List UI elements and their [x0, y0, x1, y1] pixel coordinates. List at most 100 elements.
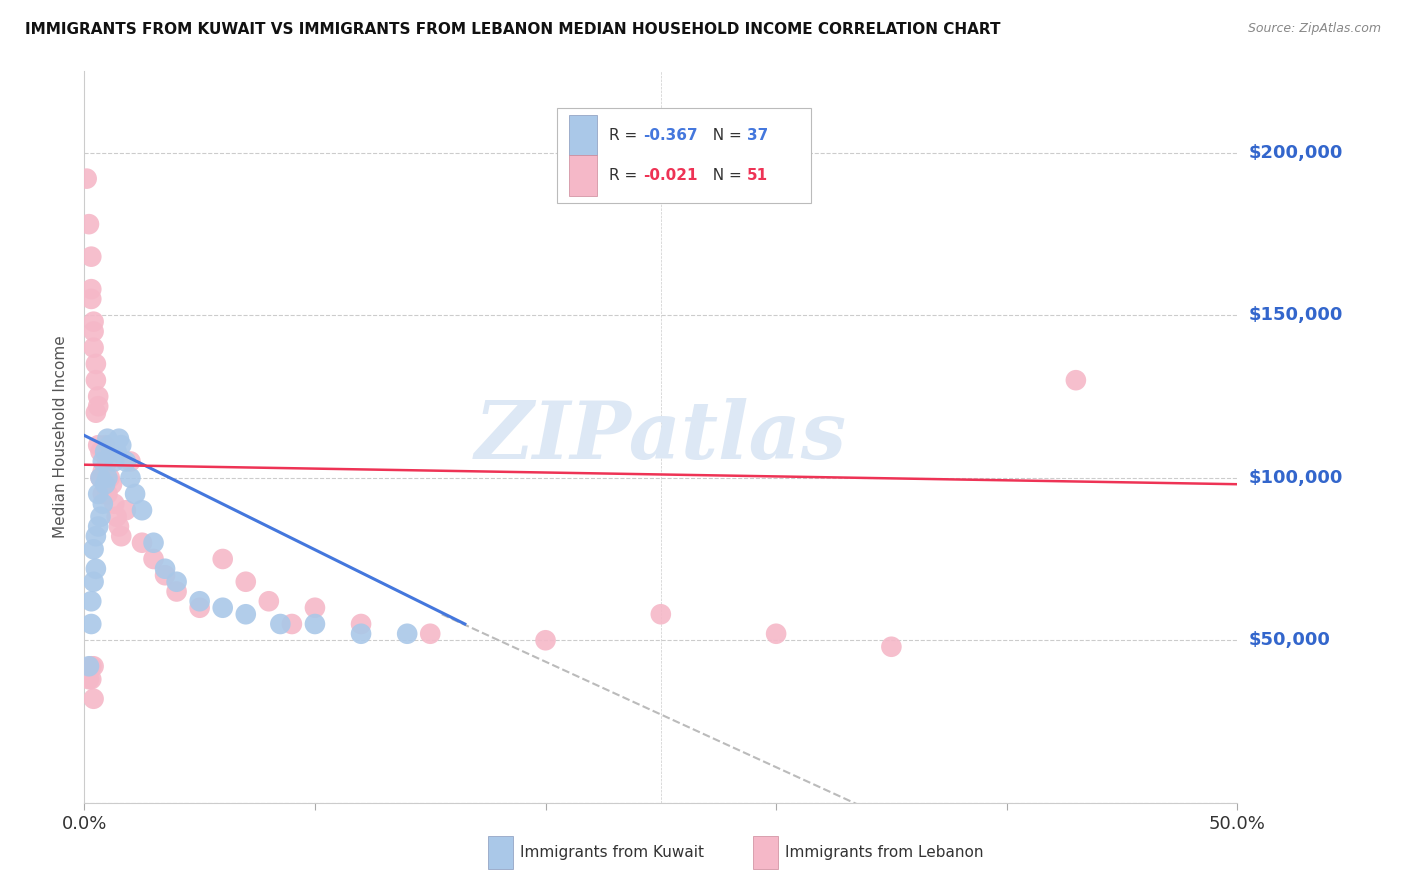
Point — [142, 552, 165, 566]
Bar — [488, 836, 513, 869]
Point — [84, 357, 107, 371]
Point — [83, 659, 105, 673]
Point — [89, 444, 111, 458]
Point — [650, 607, 672, 622]
Point — [94, 477, 117, 491]
Point — [166, 584, 188, 599]
Text: -0.367: -0.367 — [644, 128, 699, 143]
Point — [765, 626, 787, 640]
Point — [350, 626, 373, 640]
Point — [120, 471, 142, 485]
Point — [98, 471, 121, 485]
Point — [235, 607, 257, 622]
Point — [80, 292, 103, 306]
Bar — [568, 155, 598, 195]
Text: IMMIGRANTS FROM KUWAIT VS IMMIGRANTS FROM LEBANON MEDIAN HOUSEHOLD INCOME CORREL: IMMIGRANTS FROM KUWAIT VS IMMIGRANTS FRO… — [25, 22, 1001, 37]
Point — [83, 325, 105, 339]
Text: Immigrants from Kuwait: Immigrants from Kuwait — [520, 845, 704, 860]
Point — [211, 600, 233, 615]
Point — [84, 373, 107, 387]
Point — [89, 471, 111, 485]
Point — [304, 600, 326, 615]
Point — [534, 633, 557, 648]
Point — [87, 399, 110, 413]
Point — [166, 574, 188, 589]
Text: $200,000: $200,000 — [1249, 144, 1343, 161]
Point — [350, 617, 373, 632]
Point — [131, 503, 153, 517]
Point — [80, 282, 103, 296]
Point — [108, 432, 131, 446]
Point — [84, 406, 107, 420]
Point — [235, 574, 257, 589]
Point — [84, 529, 107, 543]
Point — [124, 487, 146, 501]
Point — [142, 535, 165, 549]
Text: R =: R = — [609, 168, 643, 183]
Point — [1064, 373, 1087, 387]
Text: -0.021: -0.021 — [644, 168, 697, 183]
Point — [77, 217, 100, 231]
Point — [96, 487, 118, 501]
Text: Source: ZipAtlas.com: Source: ZipAtlas.com — [1247, 22, 1381, 36]
Point — [120, 454, 142, 468]
Point — [131, 535, 153, 549]
Point — [188, 594, 211, 608]
Text: ZIPatlas: ZIPatlas — [475, 399, 846, 475]
Point — [87, 389, 110, 403]
Point — [115, 454, 138, 468]
Point — [96, 454, 118, 468]
Point — [80, 659, 103, 673]
Point — [77, 659, 100, 673]
Point — [304, 617, 326, 632]
Point — [101, 444, 124, 458]
Text: 37: 37 — [748, 128, 769, 143]
Point — [91, 487, 114, 501]
Point — [91, 454, 114, 468]
Point — [115, 503, 138, 517]
Point — [83, 542, 105, 557]
Point — [153, 562, 176, 576]
Text: N =: N = — [703, 128, 747, 143]
Point — [87, 519, 110, 533]
Point — [110, 529, 132, 543]
Point — [83, 315, 105, 329]
Point — [281, 617, 304, 632]
Point — [76, 171, 98, 186]
Point — [211, 552, 233, 566]
Point — [153, 568, 176, 582]
Text: R =: R = — [609, 128, 643, 143]
Point — [89, 509, 111, 524]
Point — [91, 464, 114, 478]
Point — [396, 626, 419, 640]
Point — [103, 454, 125, 468]
Point — [83, 691, 105, 706]
Point — [96, 432, 118, 446]
Point — [105, 444, 128, 458]
Point — [269, 617, 291, 632]
Point — [880, 640, 903, 654]
Point — [101, 477, 124, 491]
Point — [77, 673, 100, 687]
Point — [419, 626, 441, 640]
Text: $50,000: $50,000 — [1249, 632, 1330, 649]
Point — [96, 471, 118, 485]
Point — [105, 509, 128, 524]
Text: Immigrants from Lebanon: Immigrants from Lebanon — [786, 845, 984, 860]
Point — [87, 438, 110, 452]
Point — [257, 594, 280, 608]
FancyBboxPatch shape — [557, 108, 811, 203]
Y-axis label: Median Household Income: Median Household Income — [53, 335, 69, 539]
Point — [80, 617, 103, 632]
Point — [80, 594, 103, 608]
Point — [103, 497, 125, 511]
Point — [80, 250, 103, 264]
Point — [91, 497, 114, 511]
Text: $100,000: $100,000 — [1249, 468, 1343, 487]
Point — [188, 600, 211, 615]
Point — [87, 487, 110, 501]
Point — [80, 673, 103, 687]
Point — [89, 471, 111, 485]
Bar — [754, 836, 779, 869]
Point — [83, 574, 105, 589]
